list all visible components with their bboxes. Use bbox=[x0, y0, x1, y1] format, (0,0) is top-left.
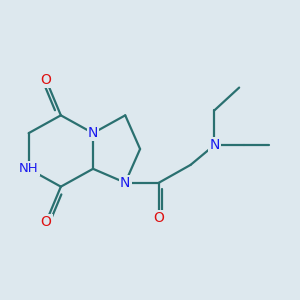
Text: O: O bbox=[40, 73, 51, 87]
Text: NH: NH bbox=[19, 162, 38, 175]
Text: O: O bbox=[40, 215, 51, 229]
Text: N: N bbox=[88, 126, 98, 140]
Text: N: N bbox=[209, 138, 220, 152]
Text: O: O bbox=[154, 212, 164, 225]
Text: N: N bbox=[120, 176, 130, 190]
